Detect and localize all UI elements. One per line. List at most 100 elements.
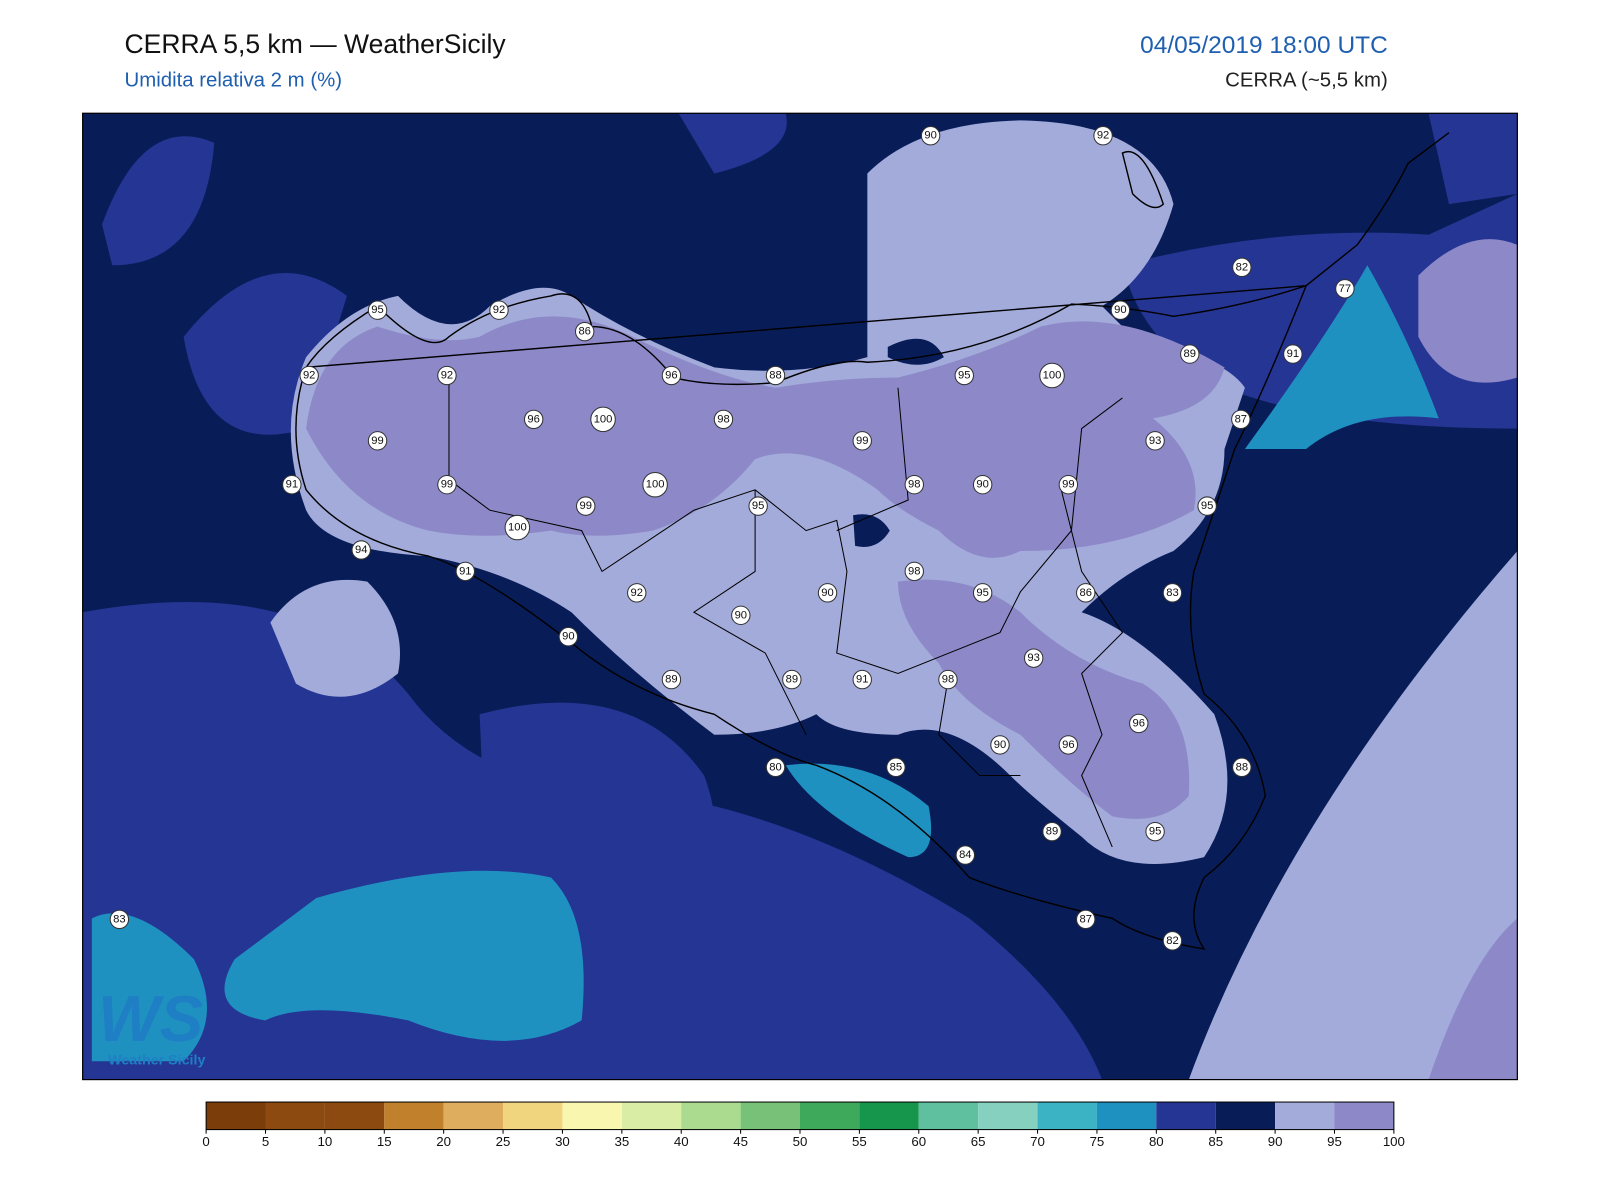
colorbar-tick-label: 70 [1030,1134,1045,1149]
station-value: 86 [1079,587,1091,599]
station-value: 98 [717,413,729,425]
station-marker [1058,735,1079,755]
station-value: 90 [1114,304,1126,316]
station: 82 [1232,257,1252,278]
station-value: 98 [908,565,920,577]
logo: WS Weather Sicily [98,982,206,1068]
station-value: 100 [646,479,665,491]
station-marker [972,583,993,603]
station-marker [1145,821,1165,842]
station-marker [1145,431,1165,451]
station-marker [1042,821,1062,842]
colorbar-tick-label: 5 [262,1134,269,1149]
station-value: 98 [942,674,954,686]
station: 87 [1076,909,1096,930]
station-value: 89 [665,674,677,686]
station-marker [954,365,974,386]
station: 96 [1129,713,1149,734]
station: 98 [713,409,734,430]
station-value: 96 [1062,739,1074,751]
colorbar: 0 5 10 15 20 25 30 35 40 45 50 55 60 65 70 75 80 85 90 95 10… [202,1101,1405,1149]
field-85 [1428,113,1518,205]
station-value: 91 [459,565,471,577]
station-marker [367,300,388,320]
station-value: 96 [1133,717,1145,729]
colorbar-tick-label: 15 [377,1134,392,1149]
field-95 [1418,239,1518,383]
station: 90 [990,735,1010,755]
humidity-field [82,113,1518,1080]
station-value: 86 [578,326,590,338]
station-value: 90 [562,631,574,643]
colorbar-tick-label: 55 [852,1134,867,1149]
station-value: 89 [786,674,798,686]
field-85 [887,338,944,365]
station-marker [955,845,975,865]
station: 99 [437,475,457,495]
colorbar-tick-label: 10 [318,1134,333,1149]
station-marker [765,365,786,386]
station-marker [1197,496,1217,516]
station-value: 77 [1339,283,1351,295]
station: 92 [299,365,319,386]
colorbar-tick-label: 75 [1090,1134,1105,1149]
station-value: 91 [856,674,868,686]
station-marker [1023,648,1044,668]
station-marker [1039,362,1065,389]
station: 99 [852,431,872,451]
station-value: 95 [1149,826,1161,838]
colorbar-bin [918,1102,979,1130]
station: 89 [782,669,802,690]
colorbar-bin [324,1102,385,1130]
colorbar-tick-label: 0 [202,1134,209,1149]
colorbar-tick-label: 40 [674,1134,689,1149]
station: 82 [1162,931,1183,951]
station-value: 92 [303,370,315,382]
station-marker [817,583,838,603]
station-value: 88 [769,370,781,382]
station-marker [904,475,924,495]
station-marker [782,669,802,690]
station-marker [1076,583,1096,603]
colorbar-bin [443,1102,504,1130]
station: 86 [575,321,595,342]
station-value: 95 [976,587,988,599]
station-value: 84 [959,849,971,861]
station: 95 [748,496,768,516]
colorbar-tick-label: 45 [733,1134,748,1149]
colorbar-tick-label: 90 [1268,1134,1283,1149]
station-marker [299,365,319,386]
station-marker [920,126,941,146]
station: 99 [367,431,388,451]
station-value: 90 [821,587,833,599]
station: 98 [904,475,924,495]
station-marker [576,496,596,516]
station-value: 100 [1043,370,1062,382]
station-marker [765,757,786,778]
field-90 [270,579,400,697]
station: 90 [558,627,579,647]
station-value: 90 [735,609,747,621]
station: 88 [1232,757,1252,778]
colorbar-bin [1096,1102,1157,1130]
subtitle: Umidita relativa 2 m (%) [124,70,342,92]
station: 95 [367,300,388,320]
colorbar-tick-label: 25 [496,1134,511,1149]
station-value: 93 [1149,435,1161,447]
station: 77 [1335,279,1355,299]
datetime: 04/05/2019 18:00 UTC [1140,32,1388,59]
stations: 95 92 86 92 92 96 88 96 100 98 99 91 99 100 99 100 94 91 9… [109,126,1355,951]
station-marker [590,406,616,433]
station-value: 87 [1079,913,1091,925]
station-value: 95 [958,370,970,382]
field-95 [306,316,1225,558]
field-80 [91,913,207,1062]
colorbar-bin [681,1102,741,1130]
station: 100 [642,471,668,498]
province-borders [448,367,1124,848]
station-marker [1283,344,1303,364]
station-value: 82 [1166,935,1178,947]
station: 90 [920,126,941,146]
station: 83 [109,909,130,930]
